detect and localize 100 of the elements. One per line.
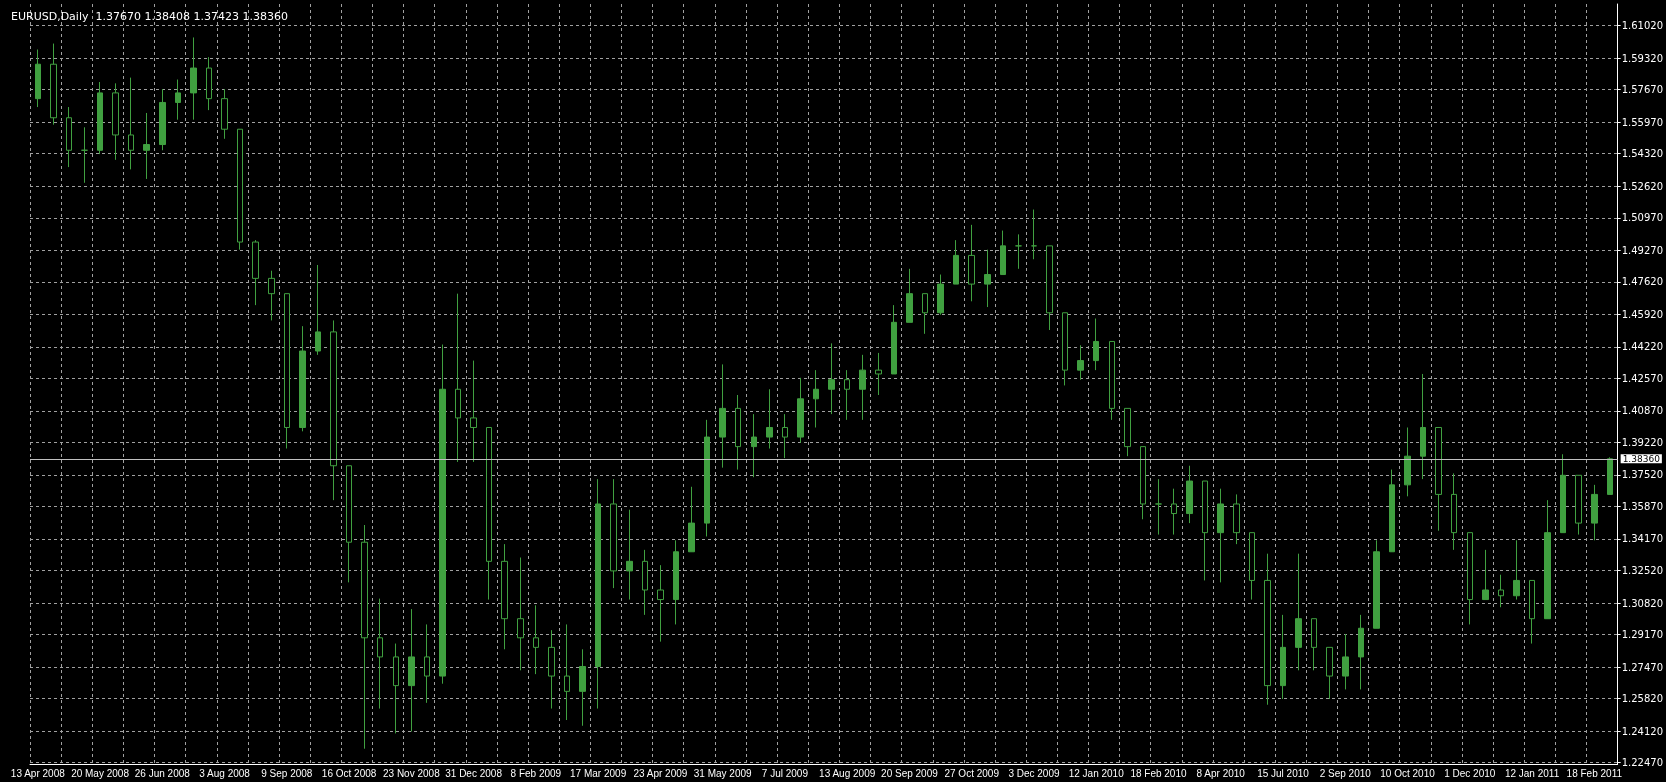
candlestick <box>1202 480 1208 581</box>
x-tick-label: 31 Dec 2008 <box>445 767 503 779</box>
candlestick <box>1015 233 1022 270</box>
candlestick <box>922 293 928 335</box>
x-tick-label: 31 May 2009 <box>693 767 752 779</box>
x-tick-label: 16 Oct 2008 <box>321 767 377 779</box>
candlestick <box>377 598 383 710</box>
candlestick <box>50 43 57 126</box>
y-tick-label: 1.44220 <box>1621 341 1664 353</box>
candlestick <box>1186 465 1193 524</box>
y-tick-label: 1.24120 <box>1621 725 1664 737</box>
candlestick <box>299 325 306 432</box>
y-tick-label: 1.35870 <box>1621 500 1664 512</box>
candlestick <box>1233 493 1240 545</box>
y-tick-label: 1.34170 <box>1621 533 1664 545</box>
candlestick <box>1062 312 1068 386</box>
candlestick <box>1217 488 1224 583</box>
y-tick-label: 1.50970 <box>1621 212 1664 224</box>
candlestick <box>766 388 773 450</box>
candlestick <box>517 557 524 671</box>
y-tick-label: 1.40870 <box>1621 405 1664 417</box>
candlestick <box>595 478 601 710</box>
x-tick-label: 20 Sep 2009 <box>881 767 939 779</box>
y-tick-label: 1.49270 <box>1621 244 1664 256</box>
candlestick <box>97 81 103 155</box>
candlestick <box>284 293 290 450</box>
x-tick-label: 1 Dec 2010 <box>1444 767 1496 779</box>
candlestick <box>953 239 959 285</box>
candlestick <box>1109 340 1115 421</box>
candlestick <box>1295 553 1302 671</box>
candlestick <box>1544 499 1551 620</box>
candlestick <box>1575 474 1582 536</box>
candlestick <box>393 643 399 734</box>
candlestick <box>1077 344 1084 381</box>
candlestick <box>1435 427 1442 532</box>
candlestick <box>35 49 41 108</box>
candlestick <box>688 486 695 553</box>
x-tick-label: 18 Feb 2011 <box>1566 767 1623 779</box>
candlestick <box>81 126 88 184</box>
candlestick <box>501 543 508 650</box>
candlestick <box>1482 549 1489 601</box>
candlestick <box>1404 427 1411 497</box>
candlestick <box>1513 539 1520 601</box>
candlestick <box>844 369 850 421</box>
y-tick-label: 1.32520 <box>1621 565 1664 577</box>
candlestick <box>1093 318 1099 371</box>
candlestick <box>937 274 944 316</box>
x-tick-label: 23 Apr 2009 <box>633 767 688 779</box>
candlestick <box>1140 446 1146 520</box>
candlestick <box>1311 618 1317 671</box>
x-tick-label: 18 Feb 2010 <box>1130 767 1187 779</box>
candlestick <box>361 524 368 750</box>
candlestick <box>1373 539 1380 629</box>
x-tick-label: 8 Apr 2010 <box>1196 767 1246 779</box>
candlestick <box>735 394 741 471</box>
candlestick <box>984 249 991 308</box>
candlestick <box>439 344 446 685</box>
candlestick <box>1389 469 1395 553</box>
x-tick-label: 23 Nov 2008 <box>382 767 441 779</box>
candlestick <box>159 88 166 151</box>
candlestick <box>1451 472 1457 551</box>
candlestick <box>1031 209 1037 260</box>
x-tick-label: 2 Sep 2010 <box>1319 767 1372 779</box>
y-tick-label: 1.57670 <box>1621 84 1664 96</box>
candlestick <box>112 82 119 161</box>
candlestick <box>704 419 710 537</box>
x-tick-label: 8 Feb 2009 <box>510 767 562 779</box>
candlestick <box>642 549 648 616</box>
candlestick <box>470 360 477 463</box>
y-tick-label: 1.59320 <box>1621 52 1664 64</box>
candlestick <box>66 106 72 168</box>
candlestick <box>657 564 664 643</box>
y-tick-label: 1.47620 <box>1621 276 1664 288</box>
candlestick <box>1467 532 1473 625</box>
candlestick <box>1591 484 1598 541</box>
candlestick <box>330 319 337 501</box>
ref-line-label: 1.38360 <box>1622 453 1661 464</box>
candlestick <box>237 128 243 251</box>
candlestick <box>1326 646 1333 700</box>
candlestick <box>564 623 570 721</box>
x-tick-label: 3 Dec 2009 <box>1008 767 1060 779</box>
candlestick <box>1280 614 1286 700</box>
x-tick-label: 13 Apr 2008 <box>10 767 66 779</box>
y-tick-label: 1.30820 <box>1621 597 1664 609</box>
y-tick-label: 1.25820 <box>1621 693 1664 705</box>
candlestick <box>455 293 461 463</box>
candlestick <box>875 352 882 396</box>
candlestick <box>143 112 150 180</box>
candlestick <box>315 264 321 356</box>
candlestick <box>268 270 275 321</box>
candlestick <box>579 648 586 727</box>
candlestick <box>1264 553 1271 706</box>
candlestick <box>206 56 212 111</box>
y-tick-label: 1.54320 <box>1621 148 1664 160</box>
candlestick <box>626 509 633 601</box>
candlestick <box>1607 456 1613 495</box>
candlestick <box>424 623 430 704</box>
candlestick <box>548 629 555 710</box>
candlestick <box>673 539 679 625</box>
candlestick <box>1000 230 1006 276</box>
